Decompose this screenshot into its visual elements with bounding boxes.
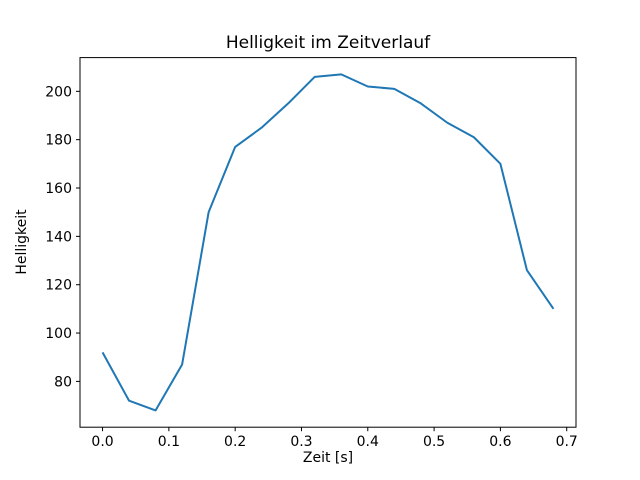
y-axis-ticks: 80 100 120 140 160 180 200: [45, 84, 80, 390]
x-tick-label: 0.3: [290, 434, 312, 450]
x-tick-label: 0.1: [158, 434, 180, 450]
y-tick-label: 180: [45, 133, 72, 149]
x-tick-label: 0.7: [556, 434, 578, 450]
plot-area: [79, 57, 577, 428]
y-axis-label: Helligkeit: [14, 209, 30, 275]
x-axis-label: Zeit [s]: [303, 450, 353, 466]
y-tick-label: 200: [45, 84, 72, 100]
x-tick-label: 0.2: [224, 434, 246, 450]
y-tick-label: 160: [45, 181, 72, 197]
x-tick-label: 0.4: [357, 434, 379, 450]
x-tick-label: 0.5: [423, 434, 445, 450]
x-axis-ticks: 0.0 0.1 0.2 0.3 0.4 0.5 0.6 0.7: [91, 427, 578, 450]
x-tick-label: 0.0: [91, 434, 113, 450]
y-tick-label: 100: [45, 326, 72, 342]
x-tick-label: 0.6: [489, 434, 511, 450]
y-tick-label: 120: [45, 278, 72, 294]
chart-title: Helligkeit im Zeitverlauf: [226, 33, 431, 53]
y-tick-label: 140: [45, 229, 72, 245]
y-tick-label: 80: [54, 374, 72, 390]
series-line: [101, 73, 555, 412]
